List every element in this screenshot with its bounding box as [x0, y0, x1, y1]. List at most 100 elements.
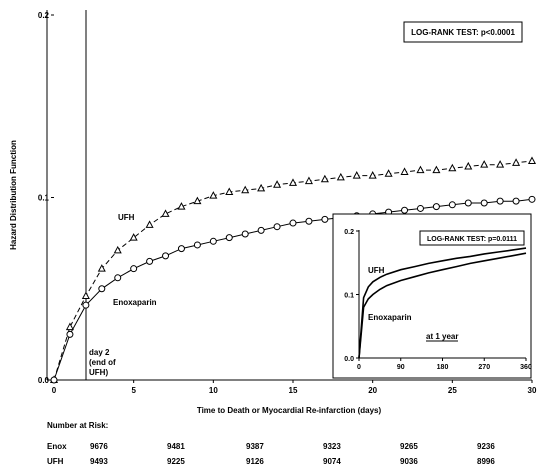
data-point-triangle — [352, 171, 361, 179]
x-tick-label: 10 — [209, 386, 218, 395]
data-point-circle — [177, 245, 185, 253]
data-point-triangle — [161, 209, 170, 217]
data-point-triangle — [65, 322, 74, 331]
main-x-axis-label: Time to Death or Myocardial Re-infarctio… — [197, 406, 382, 415]
x-tick-label: 5 — [131, 386, 136, 395]
y-tick-label: 0.2 — [38, 11, 50, 20]
data-point-circle — [273, 223, 281, 231]
data-point-triangle — [416, 165, 425, 174]
data-point-triangle — [273, 180, 282, 188]
data-point-triangle — [320, 174, 329, 183]
data-point-circle — [321, 215, 329, 223]
data-point-circle — [50, 376, 58, 384]
data-point-circle — [241, 230, 249, 238]
series-line-ufh — [358, 247, 527, 359]
x-tick-label: 90 — [397, 364, 405, 371]
data-point-circle — [193, 241, 201, 249]
data-point-circle — [82, 301, 90, 309]
data-point-circle — [98, 285, 106, 293]
data-point-circle — [528, 195, 536, 203]
main-logrank-box — [403, 21, 523, 43]
data-point-circle — [146, 257, 154, 265]
main-series-label-ufh: UFH — [118, 213, 135, 222]
inset-y-ticks: 0.0 0.1 0.2 — [344, 229, 359, 363]
data-point-triangle — [113, 245, 122, 254]
day2-annotation-line2: (end of — [89, 358, 116, 367]
risk-row-enox: Enox 9676 9481 9387 9323 9265 9236 — [47, 442, 542, 454]
y-tick-label: 0.2 — [344, 229, 354, 236]
x-tick-label: 15 — [289, 386, 298, 395]
data-point-triangle — [241, 185, 250, 194]
data-point-triangle — [225, 187, 234, 196]
risk-table-title: Number at Risk: — [47, 421, 109, 430]
risk-cell: 8996 — [477, 457, 495, 466]
risk-cell: 9236 — [477, 442, 495, 451]
risk-cell: 9225 — [167, 457, 185, 466]
x-tick-label: 180 — [437, 364, 449, 371]
data-point-triangle — [209, 191, 218, 199]
risk-row-label: UFH — [47, 457, 64, 466]
data-point-circle — [289, 219, 297, 227]
x-tick-label: 0 — [52, 386, 57, 395]
risk-cell: 9126 — [246, 457, 264, 466]
data-point-triangle — [384, 169, 393, 177]
data-point-circle — [512, 197, 520, 205]
data-point-triangle — [145, 220, 154, 228]
inset-x-ticks: 0 90 180 270 360 — [357, 358, 532, 371]
data-point-triangle — [400, 167, 409, 175]
risk-cell: 9265 — [400, 442, 418, 451]
data-point-triangle — [336, 172, 345, 181]
y-tick-label: 0.0 — [344, 356, 354, 363]
x-tick-label: 0 — [357, 364, 361, 371]
data-point-triangle — [97, 264, 106, 272]
data-point-circle — [257, 226, 265, 234]
data-point-circle — [401, 206, 409, 214]
data-point-circle — [448, 201, 456, 209]
risk-cell: 9387 — [246, 442, 264, 451]
risk-cell: 9323 — [323, 442, 341, 451]
inset-x-axis-label: at 1 year — [426, 332, 458, 341]
data-point-triangle — [448, 163, 457, 172]
inset-chart: 0 90 180 270 360 0.0 0.1 0.2 LOG-RANK TEST: p=… — [332, 213, 532, 379]
inset-logrank-text: LOG-RANK TEST: p=0.0111 — [427, 236, 517, 243]
data-point-circle — [464, 199, 472, 207]
data-point-circle — [209, 237, 217, 245]
x-tick-label: 25 — [448, 386, 457, 395]
data-point-triangle — [368, 171, 377, 179]
data-point-triangle — [193, 196, 202, 205]
risk-row-ufh: UFH 9493 9225 9126 9074 9036 8996 — [47, 457, 542, 469]
risk-cell: 9074 — [323, 457, 341, 466]
day2-annotation-line1: day 2 — [89, 348, 110, 357]
data-point-circle — [162, 252, 170, 260]
x-tick-label: 360 — [520, 364, 532, 371]
risk-cell: 9481 — [167, 442, 185, 451]
x-tick-label: 30 — [528, 386, 537, 395]
inset-series — [358, 247, 527, 359]
day2-annotation-line3: UFH) — [89, 368, 108, 377]
data-point-circle — [416, 204, 424, 212]
main-y-axis-label: Hazard Distribution Function — [9, 140, 18, 250]
x-tick-label: 270 — [478, 364, 490, 371]
inset-series-label-ufh: UFH — [368, 266, 385, 275]
data-point-triangle — [177, 202, 186, 210]
data-point-circle — [496, 197, 504, 205]
data-point-circle — [66, 330, 74, 338]
data-point-circle — [225, 234, 233, 242]
risk-cell: 9493 — [90, 457, 108, 466]
main-axes — [46, 10, 532, 381]
main-y-ticks: 0.0 0.1 0.2 — [38, 11, 54, 385]
inset-logrank-box — [419, 230, 525, 246]
data-point-triangle — [304, 176, 313, 185]
main-logrank-text: LOG-RANK TEST: p<0.0001 — [411, 28, 515, 37]
data-point-triangle — [257, 183, 266, 192]
data-point-triangle — [512, 158, 521, 166]
inset-series-label-enox: Enoxaparin — [368, 313, 412, 322]
data-point-triangle — [81, 291, 90, 300]
y-tick-label: 0.1 — [344, 293, 354, 300]
x-tick-label: 20 — [368, 386, 377, 395]
data-point-triangle — [432, 165, 441, 174]
data-point-triangle — [527, 156, 537, 164]
data-point-circle — [480, 199, 488, 207]
risk-cell: 9676 — [90, 442, 108, 451]
data-point-triangle — [129, 233, 138, 241]
